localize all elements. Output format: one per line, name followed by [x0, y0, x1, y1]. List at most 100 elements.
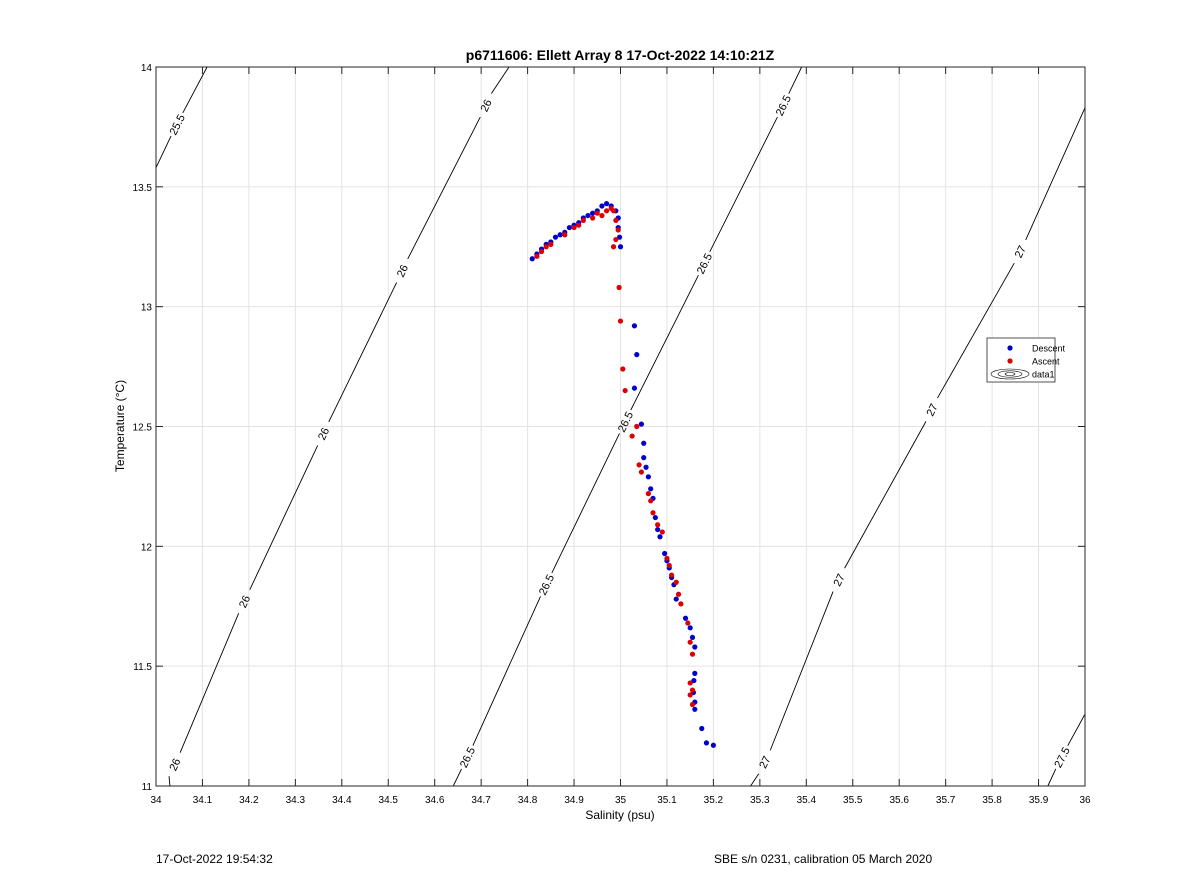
ascent-point	[685, 620, 691, 626]
ascent-point	[675, 591, 682, 597]
x-tick-label: 34.5	[379, 795, 399, 806]
y-axis-ticks: 11 11.5 12 12.5 13 13.5 14	[133, 63, 1085, 793]
ascent-point	[648, 498, 654, 504]
descent-point	[691, 677, 697, 684]
descent-point	[692, 670, 698, 676]
x-tick-label: 35.1	[657, 795, 677, 806]
density-contour-line	[249, 445, 319, 590]
density-contour-line	[155, 135, 172, 168]
ascent-point	[620, 366, 626, 372]
density-contour-line	[844, 421, 927, 569]
ascent-point	[603, 208, 610, 214]
ascent-point	[645, 491, 651, 497]
descent-point	[662, 550, 668, 557]
density-contour-label: 27	[925, 402, 941, 418]
y-tick-label: 11	[142, 782, 153, 793]
ascent-point	[543, 244, 549, 250]
descent-point	[699, 725, 705, 732]
ascent-point	[668, 572, 675, 578]
x-tick-label: 34.1	[193, 795, 213, 806]
ascent-point	[650, 510, 656, 516]
descent-point	[585, 212, 591, 219]
descent-point	[631, 323, 638, 329]
x-tick-label: 35.6	[889, 795, 909, 806]
density-contour-line	[788, 66, 803, 94]
ascent-point	[659, 529, 665, 535]
y-tick-label: 13	[141, 303, 153, 314]
x-tick-label: 34.6	[425, 795, 445, 806]
density-contour-line	[182, 66, 208, 114]
density-contour-label: 26.5	[458, 745, 478, 770]
ascent-point	[534, 253, 540, 259]
density-contour-label: 27	[832, 572, 848, 588]
density-contour-line	[452, 768, 462, 787]
descent-point	[655, 526, 661, 533]
x-tick-label: 34.3	[286, 795, 306, 806]
x-tick-label: 35.4	[797, 795, 817, 806]
ascent-point	[548, 241, 554, 247]
x-tick-label: 34	[150, 795, 162, 806]
descent-point	[566, 224, 573, 231]
footer-timestamp: 17-Oct-2022 19:54:32	[156, 852, 273, 866]
descent-point	[673, 596, 679, 602]
density-contour-line	[750, 773, 760, 787]
descent-point	[552, 234, 559, 240]
ascent-point	[562, 232, 568, 238]
ascent-point	[655, 522, 661, 528]
descent-point	[652, 514, 658, 521]
descent-point	[616, 234, 623, 240]
x-tick-label: 35.7	[936, 795, 956, 806]
y-tick-label: 11.5	[133, 662, 152, 673]
ascent-point	[610, 244, 617, 250]
ascent-point	[636, 462, 642, 468]
density-contour-label: 27	[1013, 244, 1029, 260]
ascent-point	[689, 687, 696, 693]
descent-point	[617, 244, 624, 250]
chart-title: p6711606: Ellett Array 8 17-Oct-2022 14:…	[466, 47, 775, 63]
ascent-point	[594, 210, 600, 216]
descent-point	[692, 644, 698, 650]
density-contour-label: 27.5	[1052, 745, 1072, 770]
descent-point	[645, 474, 651, 480]
x-axis-label: Salinity (psu)	[585, 808, 654, 822]
ascent-point	[615, 227, 621, 233]
x-tick-label: 35.8	[982, 795, 1002, 806]
ascent-point	[617, 318, 624, 324]
density-contour-label: 26.5	[774, 94, 794, 119]
x-tick-label: 35.9	[1029, 795, 1049, 806]
y-tick-label: 12.5	[133, 423, 153, 434]
density-contour-line	[1047, 768, 1057, 787]
density-contour-label: 26	[167, 757, 183, 773]
ascent-point	[673, 579, 679, 585]
ascent-point	[622, 387, 628, 394]
density-contour-label: 26	[237, 594, 253, 610]
y-tick-label: 12	[141, 542, 153, 553]
density-contour-line	[490, 66, 510, 94]
ascent-point	[678, 601, 684, 607]
ascent-point	[571, 224, 577, 231]
density-contour-label: 26.5	[695, 252, 715, 277]
descent-point	[648, 486, 654, 492]
density-contour-line	[1025, 107, 1086, 241]
descent-point	[631, 385, 638, 391]
ascent-point	[599, 212, 605, 219]
descent-point	[682, 615, 689, 621]
descent-point	[603, 201, 610, 207]
descent-point	[557, 232, 563, 238]
descent-point	[599, 203, 605, 209]
x-tick-label: 34.2	[239, 795, 259, 806]
x-tick-label: 34.9	[564, 795, 584, 806]
x-tick-label: 35.5	[843, 795, 863, 806]
density-contour-label: 26.5	[616, 410, 636, 435]
descent-point	[710, 742, 717, 748]
density-contour-line	[328, 282, 398, 423]
ascent-point	[613, 217, 619, 223]
descent-point	[692, 706, 698, 712]
y-axis-label: Temperature (°C)	[113, 380, 127, 472]
ascent-point	[610, 208, 617, 214]
density-contour-line	[709, 116, 778, 253]
x-tick-label: 36	[1079, 795, 1091, 806]
density-contour-label: 25.5	[168, 113, 188, 138]
ascent-point	[687, 639, 693, 645]
